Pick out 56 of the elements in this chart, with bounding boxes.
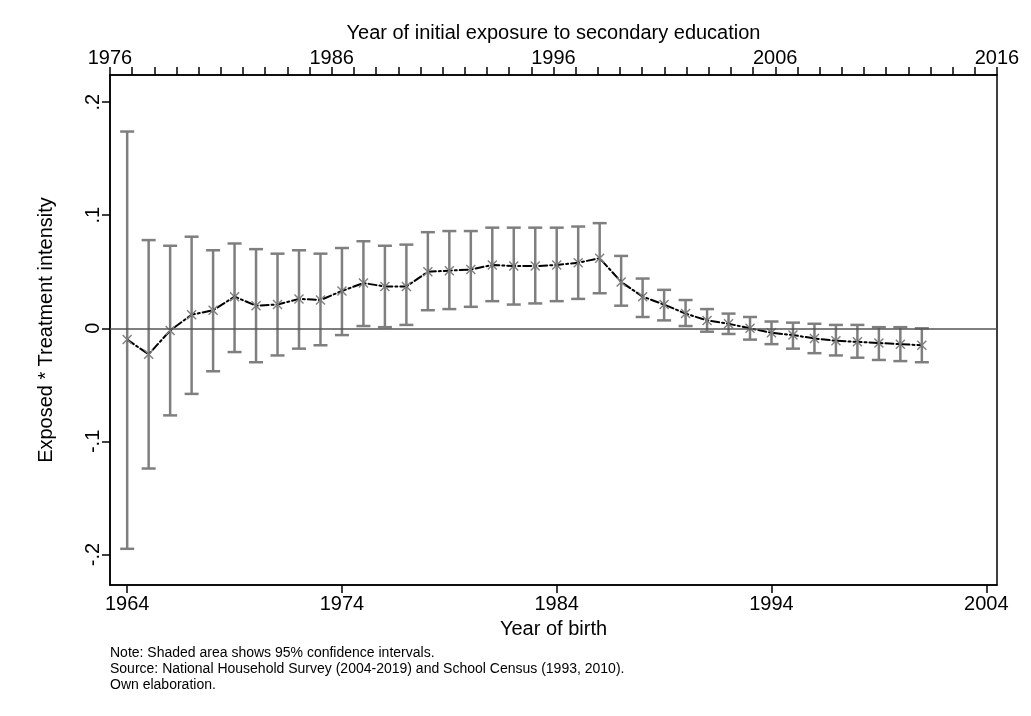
point (251, 300, 262, 311)
point (315, 295, 326, 306)
point (336, 285, 347, 296)
point (208, 305, 219, 316)
point (594, 253, 605, 264)
source-note: Source: National Household Survey (2004-2019) and School Census (1993, 2010). (110, 660, 625, 676)
y-tick-label: 0 (81, 322, 103, 334)
point (422, 266, 433, 277)
x2-tick-label: 2006 (753, 46, 798, 68)
point (723, 318, 734, 329)
x2-tick-label: 1976 (87, 46, 133, 68)
point (659, 299, 670, 310)
point (551, 259, 562, 270)
x-tick-label: 1994 (749, 592, 794, 614)
x2-axis-title: Year of initial exposure to secondary education (346, 21, 761, 44)
y-tick-label: .1 (81, 206, 103, 224)
point (916, 340, 927, 351)
point (852, 336, 863, 347)
point (401, 281, 412, 292)
point (680, 308, 691, 319)
x-tick-label: 1974 (319, 592, 365, 614)
point (873, 338, 884, 348)
point (637, 291, 648, 302)
point (229, 291, 240, 302)
text: Note: Shaded area shows 95% confidence intervals. (110, 644, 435, 660)
text: Own elaboration. (110, 676, 216, 692)
point (895, 339, 906, 350)
x-axis-title: Year of birth (499, 616, 608, 639)
point (530, 261, 541, 272)
x2-tick-label: 1986 (309, 46, 354, 68)
point (508, 261, 519, 272)
point (809, 333, 820, 344)
y-axis-title: Exposed * Treatment intensity (34, 197, 56, 463)
point (465, 264, 476, 275)
y-tick-label: .2 (81, 93, 103, 111)
y-tick-label: -.1 (81, 429, 103, 454)
point (830, 335, 841, 346)
point (294, 293, 304, 304)
x2-tick-label: 2016 (974, 46, 1020, 68)
point (787, 330, 798, 341)
point (573, 257, 584, 268)
point (186, 309, 197, 320)
point (379, 281, 390, 292)
x2-tick-label: 1996 (531, 46, 576, 68)
x-tick-label: 1964 (104, 592, 150, 614)
x-tick-label: 2004 (964, 592, 1009, 614)
point (122, 334, 133, 345)
point (616, 276, 627, 287)
point (143, 349, 154, 360)
y-tick-label: -.2 (81, 542, 103, 567)
x-tick-label: 1984 (534, 592, 579, 614)
point (487, 259, 498, 270)
point (358, 278, 369, 289)
point (272, 299, 283, 310)
point (702, 315, 713, 326)
point (444, 265, 455, 276)
